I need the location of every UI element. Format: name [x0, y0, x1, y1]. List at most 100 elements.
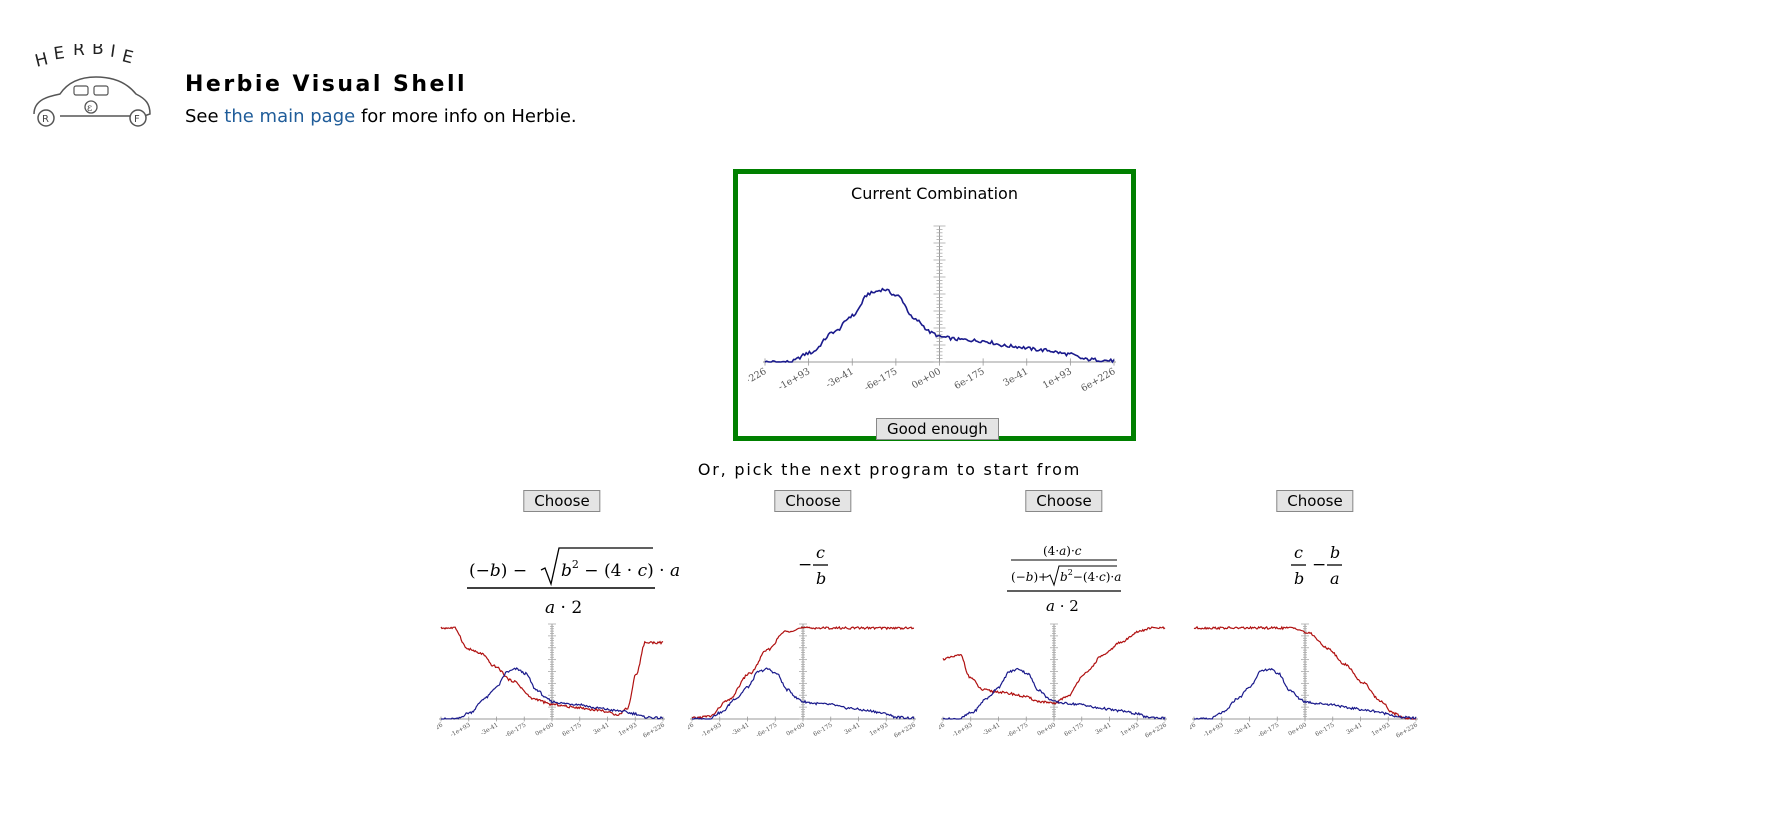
subtitle: See the main page for more info on Herbi… [185, 106, 577, 127]
candidate-formula-1: (−b) − b2 − (4 · c) · a a · 2 [467, 547, 680, 618]
axis-tick-label: 6e-175 [953, 366, 987, 392]
candidate-formula-3: (4·a)·c (−b)+ b2−(4·c)·a a · 2 [1007, 544, 1121, 615]
svg-text:E: E [52, 44, 65, 64]
svg-text:−: − [1312, 555, 1326, 575]
axis-tick-label: 6e+226 [1395, 721, 1419, 739]
axis-tick-label: -3e-41 [824, 366, 856, 391]
axis-tick-label: -6e-175 [1006, 721, 1029, 739]
axis-tick-label: 3e-41 [592, 722, 610, 737]
error-curve [441, 667, 664, 720]
candidate-2-error-plot: -6e+226 -1e+93 -3e-41 -6e-175 0e+00 6e-175 3e-… [688, 623, 917, 740]
svg-text:F: F [134, 114, 140, 125]
axis-tick-label: -6e-175 [755, 721, 778, 739]
candidate-formula-4: c b − b a [1291, 543, 1342, 588]
current-combination-title: Current Combination [851, 184, 1018, 203]
axis-tick-label: 0e+00 [1287, 721, 1308, 737]
axis-tick-label: 6e-175 [1063, 721, 1085, 738]
axis-tick-label: -6e-175 [863, 366, 900, 394]
axis-tick-label: 6e-175 [561, 721, 583, 738]
herbie-logo: H E R B I E R F ε [33, 44, 151, 127]
svg-text:a: a [1330, 569, 1340, 588]
svg-text:a · 2: a · 2 [1046, 597, 1079, 615]
svg-text:a · 2: a · 2 [545, 598, 582, 618]
axis-tick-label: 3e-41 [843, 722, 861, 737]
error-curve [692, 667, 915, 720]
axis-tick-label: -3e-41 [981, 722, 1001, 738]
good-enough-button[interactable]: Good enough [876, 418, 999, 440]
axis-tick-label: 3e-41 [1001, 366, 1030, 389]
svg-text:I: I [109, 44, 117, 62]
axis-tick-label: 0e+00 [910, 366, 943, 391]
svg-text:(4·a)·c: (4·a)·c [1043, 544, 1082, 558]
axis-tick-label: 6e-175 [812, 721, 834, 738]
axis-tick-label: -1e+93 [951, 721, 974, 738]
axis-tick-label: -6e-175 [1257, 721, 1280, 739]
axis-tick-label: 6e+226 [1079, 366, 1117, 394]
candidate-3-error-plot: -6e+226 -1e+93 -3e-41 -6e-175 0e+00 6e-175 3e-… [939, 623, 1168, 740]
choose-button-1[interactable]: Choose [523, 490, 601, 512]
axis-tick-label: -3e-41 [730, 722, 750, 738]
error-curve [691, 625, 915, 720]
subtitle-suffix: for more info on Herbie. [355, 106, 577, 127]
axis-tick-label: 6e+226 [1144, 721, 1168, 739]
axis-tick-label: -6e+226 [688, 721, 695, 740]
axis-tick-label: 1e+93 [1370, 721, 1391, 737]
axis-tick-label: 1e+93 [1119, 721, 1140, 737]
error-curve [764, 287, 1115, 364]
axis-tick-label: 1e+93 [868, 721, 889, 737]
candidate-formula-2: − c b [798, 543, 828, 588]
axis-tick-label: -6e+226 [437, 721, 444, 740]
svg-text:R: R [73, 44, 85, 60]
svg-text:c: c [1294, 543, 1303, 562]
axis-tick-label: -3e-41 [1232, 722, 1252, 738]
axis-tick-label: 6e+226 [893, 721, 917, 739]
svg-text:b: b [1330, 543, 1340, 562]
current-error-plot: -6e+226 -1e+93 -3e-41 -6e-175 0e+00 6e-175 3e-… [748, 225, 1118, 394]
error-curve [1194, 667, 1417, 720]
axis-tick-label: -6e+226 [1190, 721, 1197, 740]
error-curve [440, 626, 664, 717]
axis-tick-label: -3e-41 [479, 722, 499, 738]
pick-next-program-text: Or, pick the next program to start from [697, 460, 1082, 479]
svg-text:(−b) −: (−b) − [469, 561, 527, 581]
axis-tick-label: -1e+93 [776, 366, 812, 393]
axis-tick-label: 1e+93 [617, 721, 638, 737]
axis-tick-label: -6e+226 [748, 366, 769, 394]
svg-text:ε: ε [87, 103, 92, 114]
candidate-1-error-plot: -6e+226 -1e+93 -3e-41 -6e-175 0e+00 6e-175 3e-… [437, 623, 666, 740]
svg-text:b: b [1294, 569, 1304, 588]
axis-tick-label: 0e+00 [534, 721, 555, 737]
axis-tick-label: 1e+93 [1041, 366, 1074, 391]
axis-tick-label: -1e+93 [1202, 721, 1225, 738]
svg-text:b: b [816, 569, 826, 588]
current-combination-panel: Current Combination -6e+226 -1e+93 -3e-41-… [733, 169, 1136, 441]
svg-text:B: B [92, 44, 104, 59]
svg-text:H: H [33, 49, 50, 72]
axis-tick-label: 6e-175 [1314, 721, 1336, 738]
axis-tick-label: 3e-41 [1094, 722, 1112, 737]
candidate-4-error-plot: -6e+226 -1e+93 -3e-41 -6e-175 0e+00 6e-175 3e-… [1190, 623, 1419, 740]
error-curve [1193, 625, 1417, 720]
main-page-link[interactable]: the main page [224, 106, 356, 127]
axis-tick-label: -1e+93 [449, 721, 472, 738]
svg-text:E: E [120, 46, 135, 68]
svg-text:(−b)+: (−b)+ [1011, 570, 1048, 584]
choose-button-4[interactable]: Choose [1276, 490, 1354, 512]
axis-tick-label: 0e+00 [1036, 721, 1057, 737]
page-title: Herbie Visual Shell [185, 72, 468, 97]
svg-text:b2−(4·c)·a: b2−(4·c)·a [1060, 568, 1121, 584]
error-curve [942, 667, 1166, 721]
axis-tick-label: 6e+226 [642, 721, 666, 739]
axis-tick-label: -1e+93 [700, 721, 723, 738]
axis-tick-label: -6e-175 [504, 721, 527, 739]
axis-tick-label: 0e+00 [785, 721, 806, 737]
svg-text:b2 − (4 · c) · a: b2 − (4 · c) · a [561, 558, 680, 581]
svg-text:R: R [42, 114, 49, 125]
choose-button-3[interactable]: Choose [1025, 490, 1103, 512]
error-curve [942, 626, 1166, 705]
axis-tick-label: 3e-41 [1345, 722, 1363, 737]
choose-button-2[interactable]: Choose [774, 490, 852, 512]
svg-text:c: c [816, 543, 825, 562]
subtitle-prefix: See [185, 106, 225, 127]
axis-tick-label: -6e+226 [939, 721, 946, 740]
